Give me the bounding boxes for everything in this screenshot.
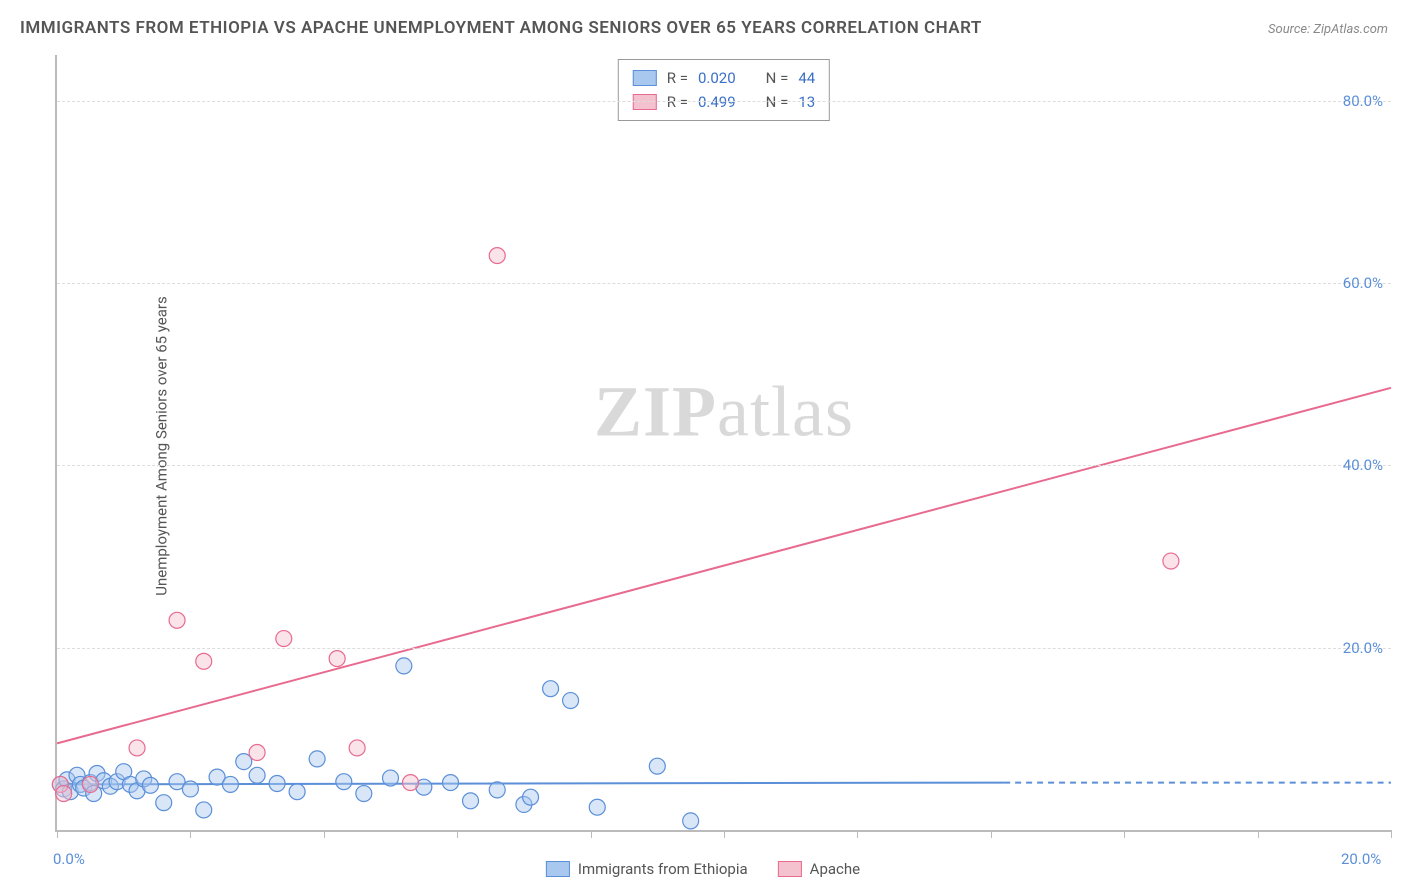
bottom-legend-label: Apache <box>810 860 860 878</box>
data-point <box>196 802 212 818</box>
data-point <box>276 631 292 647</box>
data-point <box>589 799 605 815</box>
source-label: Source: ZipAtlas.com <box>1268 22 1388 37</box>
data-point <box>129 740 145 756</box>
data-point <box>563 693 579 709</box>
x-tick-label-max: 20.0% <box>1341 850 1381 868</box>
gridline <box>57 283 1391 284</box>
x-tick <box>1258 830 1259 838</box>
data-point <box>269 776 285 792</box>
bottom-legend-label: Immigrants from Ethiopia <box>578 860 748 878</box>
bottom-legend-item: Immigrants from Ethiopia <box>546 860 748 878</box>
x-tick <box>591 830 592 838</box>
x-tick <box>190 830 191 838</box>
data-point <box>142 777 158 793</box>
data-point <box>336 774 352 790</box>
legend-swatch <box>778 861 802 877</box>
data-point <box>349 740 365 756</box>
bottom-legend: Immigrants from Ethiopia Apache <box>546 860 860 878</box>
y-tick-label: 40.0% <box>1343 456 1383 474</box>
x-tick <box>1124 830 1125 838</box>
x-tick <box>1391 830 1392 838</box>
y-tick-label: 60.0% <box>1343 274 1383 292</box>
data-point <box>182 781 198 797</box>
data-point <box>489 782 505 798</box>
data-point <box>82 776 98 792</box>
data-point <box>383 770 399 786</box>
data-point <box>156 795 172 811</box>
data-point <box>463 793 479 809</box>
x-tick <box>57 830 58 838</box>
x-tick-label-min: 0.0% <box>53 850 85 868</box>
data-point <box>403 775 419 791</box>
gridline <box>57 648 1391 649</box>
gridline <box>57 101 1391 102</box>
chart-area: ZIPatlas R =0.020N =44R =0.499N =13 20.0… <box>55 55 1391 832</box>
legend-swatch <box>546 861 570 877</box>
data-point <box>249 767 265 783</box>
data-point <box>309 751 325 767</box>
data-point <box>196 653 212 669</box>
y-tick-label: 80.0% <box>1343 92 1383 110</box>
bottom-legend-item: Apache <box>778 860 860 878</box>
data-point <box>649 758 665 774</box>
data-point <box>249 745 265 761</box>
x-tick <box>724 830 725 838</box>
data-point <box>1163 553 1179 569</box>
y-tick-label: 20.0% <box>1343 639 1383 657</box>
data-point <box>289 784 305 800</box>
gridline <box>57 465 1391 466</box>
data-point <box>543 681 559 697</box>
data-point <box>56 786 72 802</box>
x-tick <box>857 830 858 838</box>
chart-title: IMMIGRANTS FROM ETHIOPIA VS APACHE UNEMP… <box>20 18 982 38</box>
x-tick <box>991 830 992 838</box>
data-point <box>356 786 372 802</box>
trend-line <box>57 783 1004 785</box>
data-point <box>489 248 505 264</box>
trend-line <box>57 388 1391 744</box>
data-point <box>443 775 459 791</box>
data-point <box>683 813 699 829</box>
data-point <box>523 789 539 805</box>
x-tick <box>457 830 458 838</box>
data-point <box>396 658 412 674</box>
plot-region: ZIPatlas R =0.020N =44R =0.499N =13 20.0… <box>55 55 1391 832</box>
data-point <box>169 612 185 628</box>
data-point <box>222 776 238 792</box>
plot-svg <box>57 55 1391 830</box>
data-point <box>329 651 345 667</box>
x-tick <box>324 830 325 838</box>
